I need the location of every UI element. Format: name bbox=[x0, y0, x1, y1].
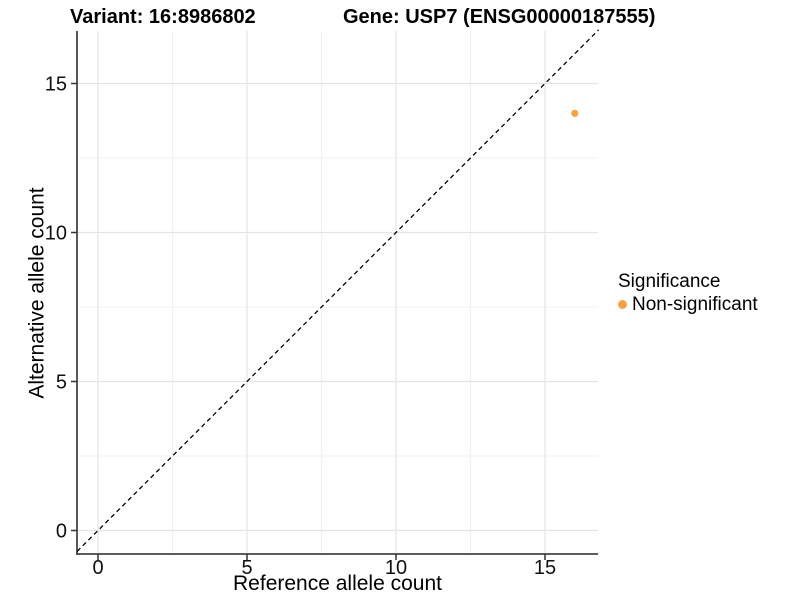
x-tick-label: 10 bbox=[385, 557, 407, 579]
x-tick-label: 15 bbox=[534, 557, 556, 579]
y-tick-label: 0 bbox=[56, 521, 67, 543]
legend: Significance Non-significant bbox=[618, 272, 758, 315]
data-point bbox=[571, 109, 579, 117]
x-axis-title: Reference allele count bbox=[233, 572, 442, 595]
y-axis-title: Alternative allele count bbox=[25, 187, 49, 399]
identity-dashed-line bbox=[76, 29, 600, 552]
x-tick-label: 0 bbox=[92, 557, 103, 579]
legend-marker-circle-icon bbox=[618, 300, 627, 310]
variant-title: Variant: 16:8986802 bbox=[70, 6, 256, 28]
legend-item: Non-significant bbox=[618, 293, 758, 315]
y-tick-label: 15 bbox=[45, 74, 67, 96]
y-tick-label: 5 bbox=[56, 372, 67, 394]
y-tick-label: 10 bbox=[45, 223, 67, 245]
legend-item-label: Non-significant bbox=[632, 293, 758, 315]
x-tick-label: 5 bbox=[241, 557, 252, 579]
gene-title: Gene: USP7 (ENSG00000187555) bbox=[343, 6, 656, 28]
legend-title: Significance bbox=[618, 271, 721, 292]
